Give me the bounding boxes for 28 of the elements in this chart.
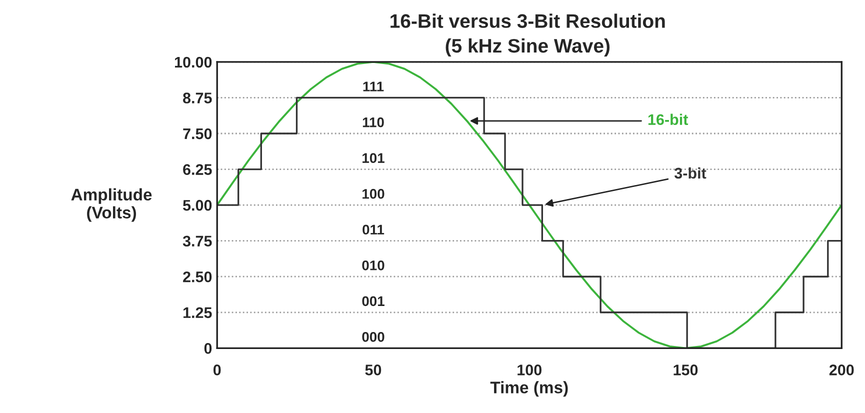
text: 3-bit xyxy=(674,167,706,179)
x-tick-label: 150 xyxy=(674,364,698,376)
y-tick-label: 1.25 xyxy=(183,307,212,318)
annotation: 011 xyxy=(362,224,384,235)
y-tick-label: 3.75 xyxy=(182,236,212,247)
annotation: 101 xyxy=(362,153,384,163)
y-tick-label: 2.50 xyxy=(183,271,212,282)
annotation: 100 xyxy=(362,188,384,199)
chart-subtitle: (5 kHz Sine Wave) xyxy=(446,38,610,57)
chart-title: 16-Bit versus 3-Bit Resolution xyxy=(390,14,665,28)
annotation: 001 xyxy=(362,296,384,306)
y-tick-label: 0 xyxy=(204,343,212,354)
text: 16-bit xyxy=(648,114,688,126)
x-tick-label: 100 xyxy=(518,364,542,376)
annotation: 000 xyxy=(362,332,384,342)
y-tick-label: 10.00 xyxy=(174,56,212,68)
y-tick-label: 5.00 xyxy=(182,200,212,211)
y-tick-label: 7.50 xyxy=(183,128,212,140)
x-tick-label: 50 xyxy=(365,364,382,376)
y-tick-label: 8.75 xyxy=(183,92,212,104)
x-axis-title: Time (ms) xyxy=(490,381,568,397)
x-tick-label: 0 xyxy=(213,364,221,376)
y-tick-label: 6.25 xyxy=(183,164,212,175)
annotation: 110 xyxy=(362,117,384,128)
annotation: 010 xyxy=(362,260,384,270)
y-axis-title: Amplitude (Volts) xyxy=(71,188,152,222)
annotation: 111 xyxy=(363,82,384,92)
x-tick-label: 200 xyxy=(829,364,854,376)
